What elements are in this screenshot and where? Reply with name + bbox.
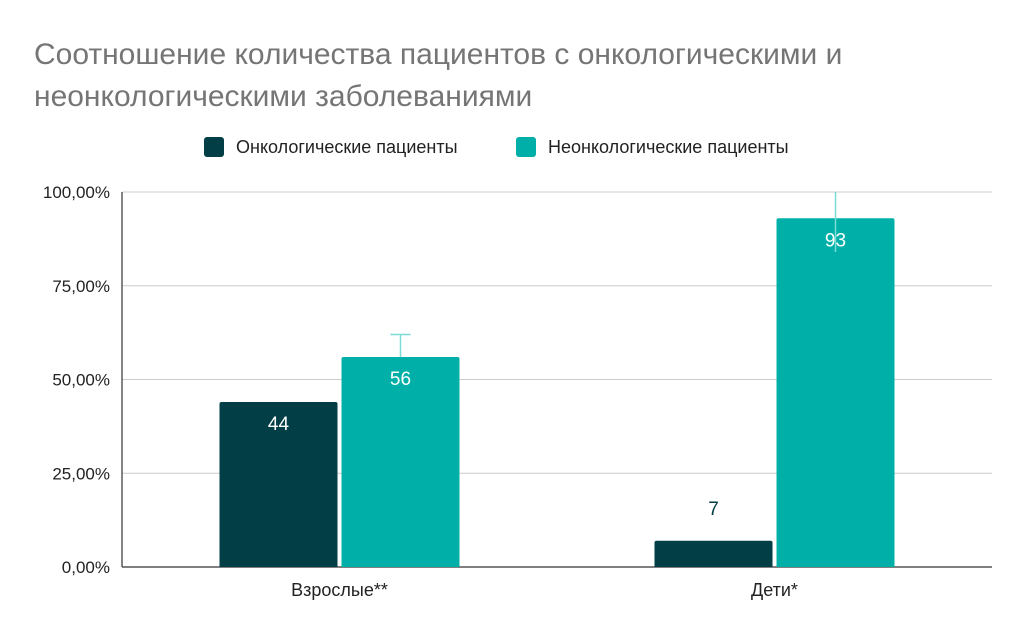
legend-item-non-oncology[interactable]: Неонкологические пациенты [516, 134, 789, 160]
bar [776, 218, 895, 567]
legend-label-non-oncology: Неонкологические пациенты [548, 136, 789, 157]
data-label: 93 [825, 230, 846, 251]
legend: Онкологические пациенты Неонкологические… [0, 134, 1024, 160]
data-label: 7 [708, 499, 719, 520]
data-label: 56 [390, 369, 411, 390]
x-tick-label: Дети* [751, 580, 798, 600]
y-tick-label: 0,00% [62, 558, 110, 577]
y-tick-label: 25,00% [52, 464, 110, 483]
y-tick-label: 75,00% [52, 277, 110, 296]
legend-swatch-oncology [204, 137, 224, 157]
legend-item-oncology[interactable]: Онкологические пациенты [204, 134, 458, 160]
bar [654, 540, 773, 567]
x-tick-label: Взрослые** [291, 580, 388, 600]
legend-label-oncology: Онкологические пациенты [236, 136, 458, 157]
y-tick-label: 100,00% [43, 183, 110, 202]
bar [219, 402, 338, 567]
data-label: 44 [268, 414, 290, 435]
legend-swatch-non-oncology [516, 137, 536, 157]
y-tick-label: 50,00% [52, 371, 110, 390]
chart-title: Соотношение количества пациентов с онкол… [34, 38, 843, 113]
bar [341, 357, 460, 567]
